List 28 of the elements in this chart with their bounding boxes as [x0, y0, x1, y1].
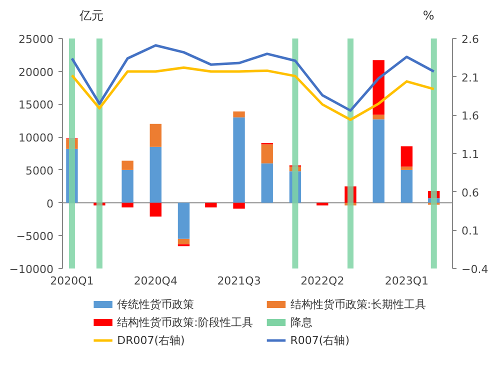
y-tick-label: 10000	[18, 132, 54, 145]
x-tick-label: 2023Q1	[384, 274, 429, 288]
y-tick-label: 15000	[18, 98, 54, 112]
y-tick-label: 0	[46, 197, 54, 210]
y-tick-label: 25000	[18, 33, 54, 46]
x-tick-label: 2022Q2	[300, 274, 344, 288]
y-tick-label: −10000	[9, 263, 54, 276]
y-tick-label: 20000	[18, 66, 54, 79]
y2-tick-label: 0.6	[462, 186, 479, 200]
x-tick-label: 2020Q4	[134, 274, 178, 288]
y2-axis-title: %	[422, 8, 434, 22]
legend-label: 传统性货币政策	[117, 298, 194, 311]
x-tick-label: 2020Q1	[50, 274, 94, 288]
x-tick-label: 2021Q3	[217, 274, 261, 288]
legend-label: 降息	[290, 316, 312, 329]
y-axis-title: 亿元	[78, 8, 104, 22]
y2-tick-label: −0.4	[462, 263, 488, 276]
y2-tick-label: 2.6	[462, 33, 479, 46]
y-tick-label: 5000	[26, 164, 54, 178]
y-tick-label: −5000	[16, 230, 54, 244]
legend-label: R007(右轴)	[290, 334, 350, 347]
legend-label: 结构性货币政策:阶段性工具	[117, 316, 253, 329]
y2-tick-label: 2.1	[462, 71, 479, 84]
legend-label: 结构性货币政策:长期性工具	[290, 298, 426, 311]
legend-label: DR007(右轴)	[117, 334, 185, 347]
y2-tick-label: 0.1	[462, 224, 479, 238]
y2-tick-label: 1.1	[462, 148, 479, 161]
y2-tick-label: 1.6	[462, 110, 479, 123]
